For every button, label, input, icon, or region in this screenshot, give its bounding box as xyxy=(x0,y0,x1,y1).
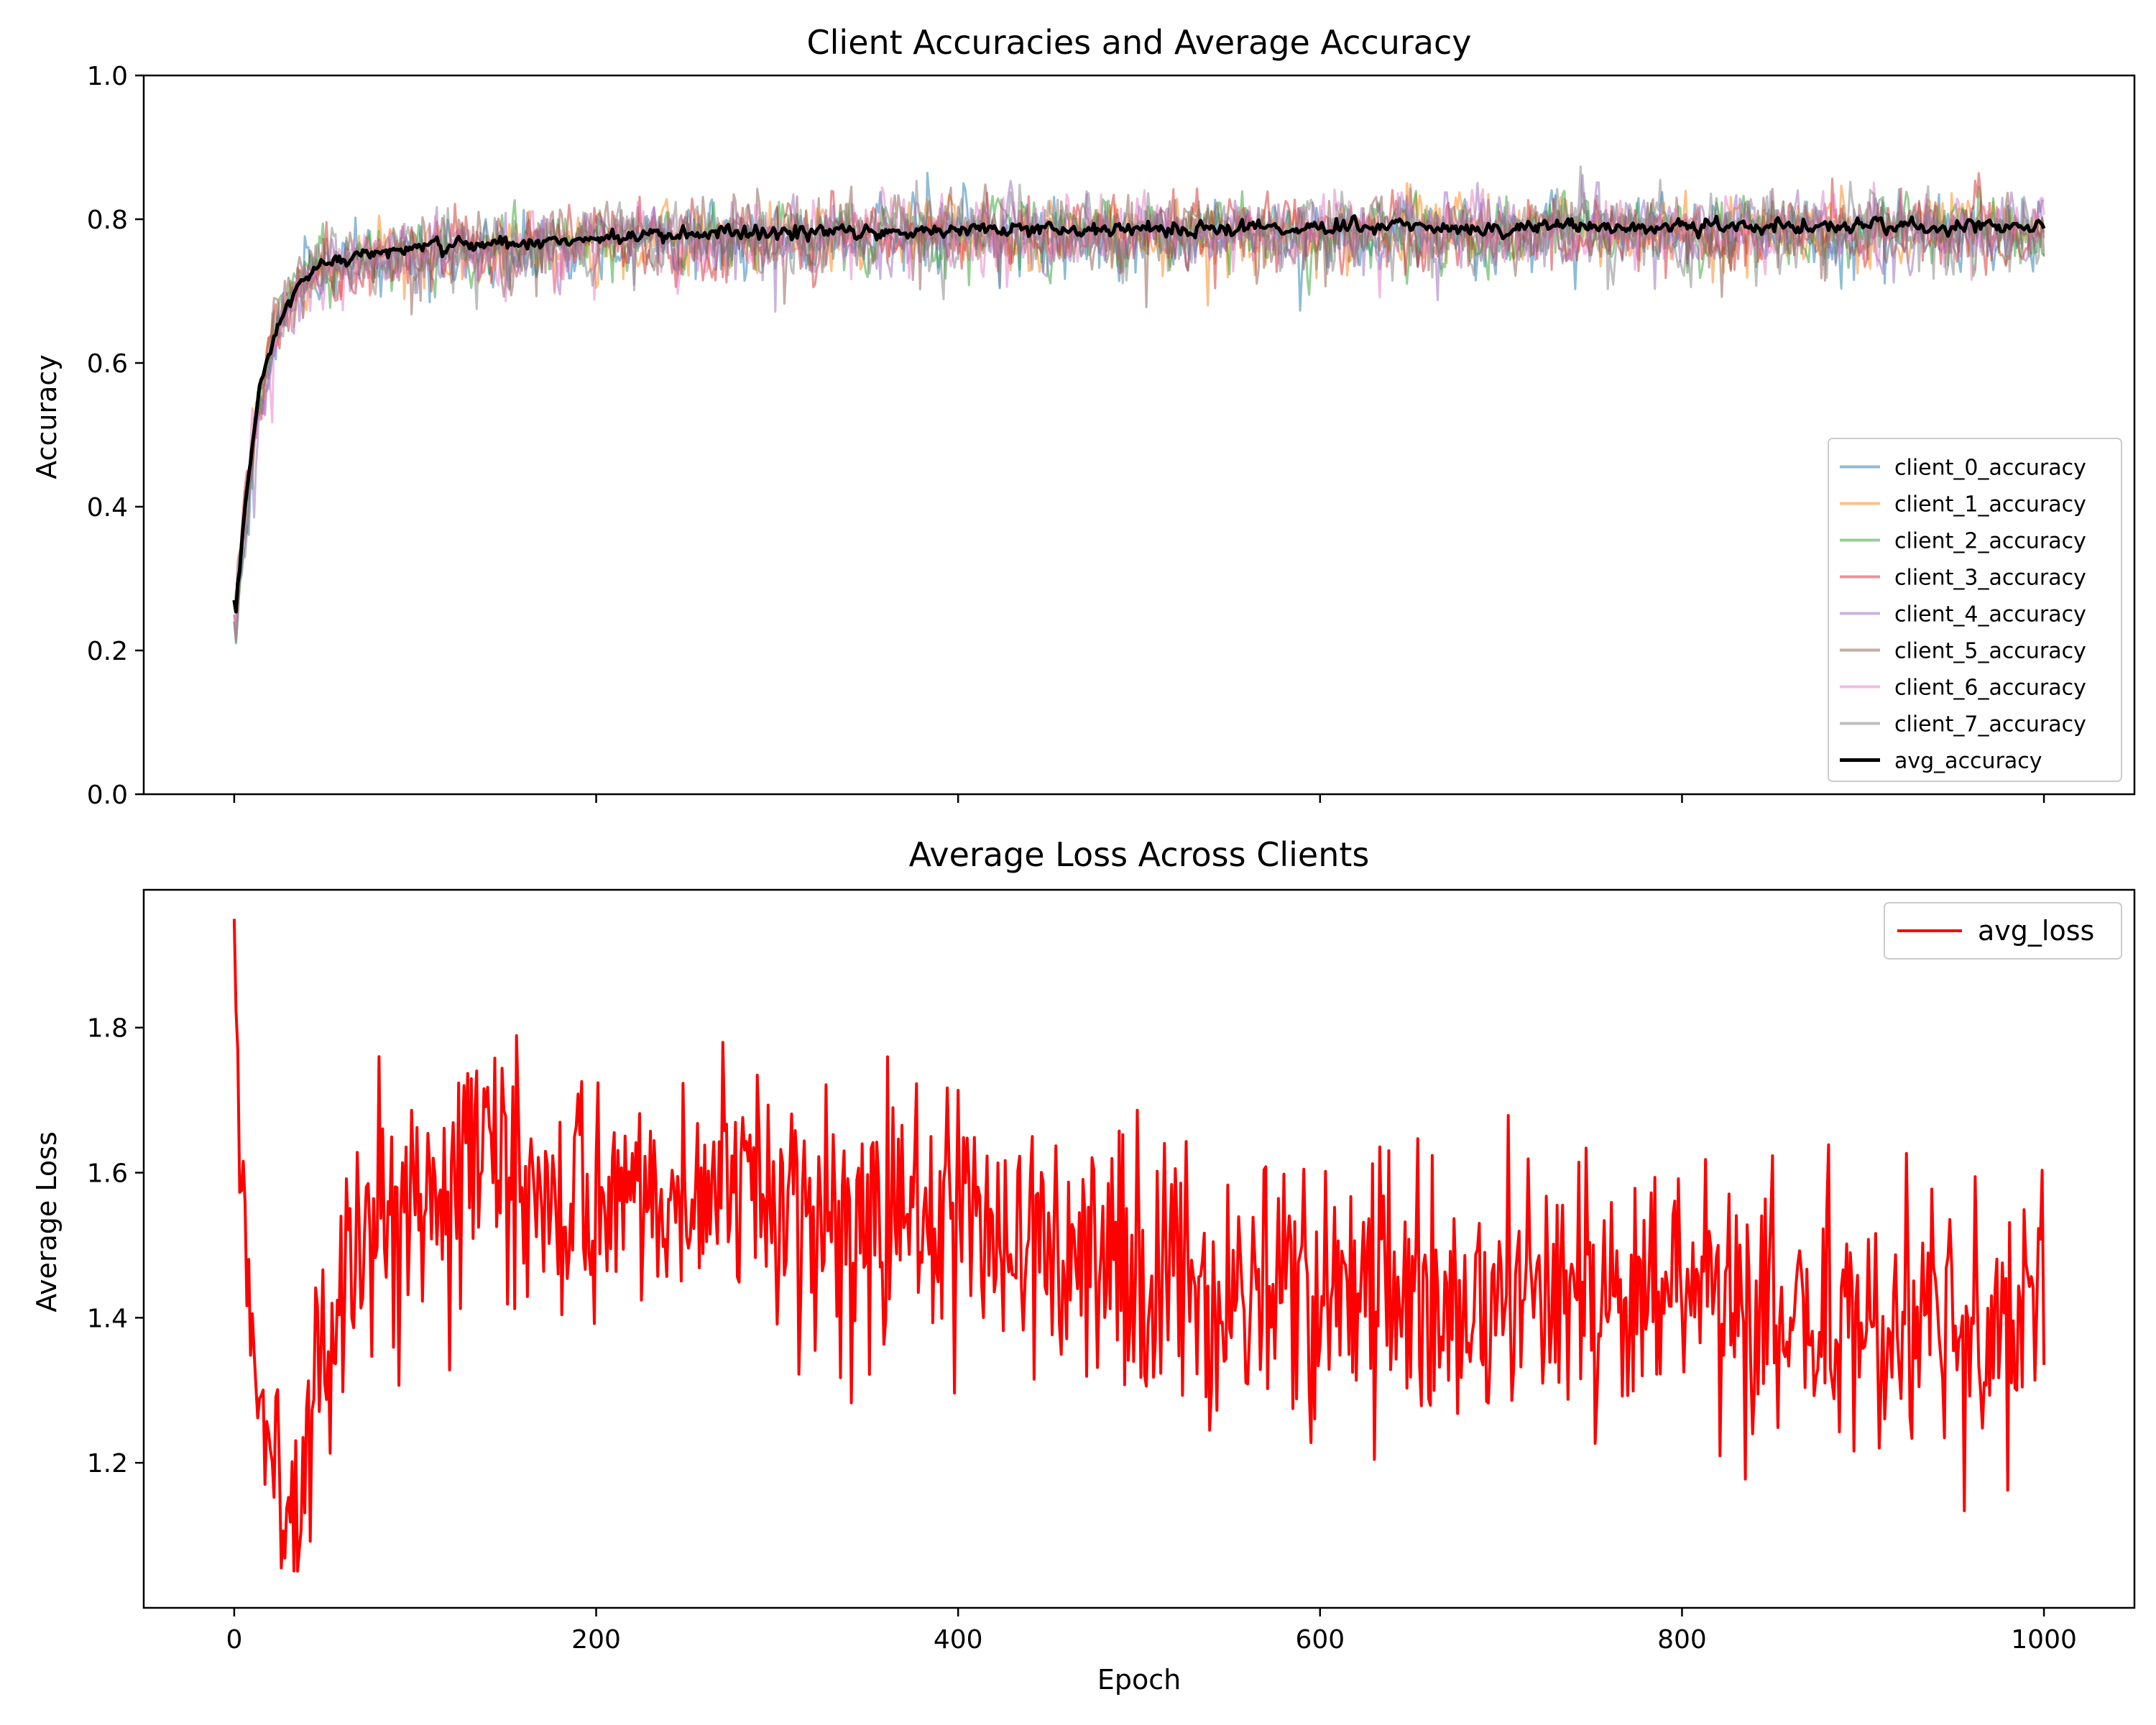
loss-legend: avg_loss xyxy=(1884,902,2122,960)
loss-x-tick-label: 600 xyxy=(1295,1625,1345,1655)
loss-y-tick-label: 1.2 xyxy=(87,1449,128,1478)
loss-y-tick-label: 1.4 xyxy=(87,1304,128,1333)
series-line-client-6-accuracy xyxy=(233,181,2045,638)
series-line-avg-loss xyxy=(232,919,2046,1573)
loss-y-tick-label: 1.6 xyxy=(87,1159,128,1189)
legend-label-client-2-accuracy: client_2_accuracy xyxy=(1894,529,2086,554)
legend-label-avg-accuracy: avg_accuracy xyxy=(1894,749,2042,774)
loss-x-axis-label: Epoch xyxy=(1097,1664,1181,1696)
loss-x-tick-label: 200 xyxy=(571,1625,621,1655)
accuracy-y-axis-label: Accuracy xyxy=(31,354,63,479)
accuracy-y-tick-label: 1.0 xyxy=(87,62,128,91)
accuracy-y-tick-label: 0.6 xyxy=(87,349,128,379)
accuracy-y-tick-label: 0.8 xyxy=(87,206,128,235)
legend-label-avg-loss: avg_loss xyxy=(1978,915,2094,947)
legend-label-client-0-accuracy: client_0_accuracy xyxy=(1894,456,2086,481)
legend-label-client-4-accuracy: client_4_accuracy xyxy=(1894,602,2086,627)
accuracy-axes: 0.0 0.2 0.4 0.6 0.8 1.0 xyxy=(87,62,2136,810)
loss-axes: 0 200 400 600 800 1000 1.2 1.4 1.6 1.8 xyxy=(87,888,2136,1655)
legend-label-client-6-accuracy: client_6_accuracy xyxy=(1894,676,2086,701)
accuracy-y-tick-label: 0.4 xyxy=(87,493,128,523)
loss-frame xyxy=(142,888,2136,1609)
legend-label-client-5-accuracy: client_5_accuracy xyxy=(1894,639,2086,664)
loss-plot-area xyxy=(232,919,2046,1573)
legend-label-client-3-accuracy: client_3_accuracy xyxy=(1894,566,2086,591)
legend-label-client-7-accuracy: client_7_accuracy xyxy=(1894,712,2086,737)
loss-x-tick-label: 400 xyxy=(934,1625,983,1655)
accuracy-legend: client_0_accuracy client_1_accuracyclient… xyxy=(1828,438,2122,782)
loss-x-tick-label: 800 xyxy=(1657,1625,1707,1655)
loss-chart: Average Loss Across Clients Average Loss… xyxy=(31,835,2136,1696)
accuracy-frame xyxy=(142,74,2136,796)
accuracy-legend-box xyxy=(1828,438,2122,782)
series-line-client-7-accuracy xyxy=(233,165,2045,643)
loss-y-axis-label: Average Loss xyxy=(31,1131,63,1312)
loss-x-tick-label: 1000 xyxy=(2011,1625,2077,1655)
accuracy-chart: Client Accuracies and Average Accuracy A… xyxy=(31,23,2136,810)
accuracy-y-tick-label: 0.2 xyxy=(87,637,128,666)
loss-y-tick-label: 1.8 xyxy=(87,1014,128,1044)
legend-label-client-1-accuracy: client_1_accuracy xyxy=(1894,492,2086,518)
loss-x-tick-label: 0 xyxy=(226,1625,242,1655)
accuracy-plot-area xyxy=(232,165,2046,645)
loss-legend-box xyxy=(1884,902,2122,960)
loss-chart-title: Average Loss Across Clients xyxy=(909,835,1370,874)
series-line-avg-accuracy xyxy=(232,214,2046,614)
accuracy-y-tick-label: 0.0 xyxy=(87,781,128,810)
accuracy-chart-title: Client Accuracies and Average Accuracy xyxy=(807,23,1472,62)
